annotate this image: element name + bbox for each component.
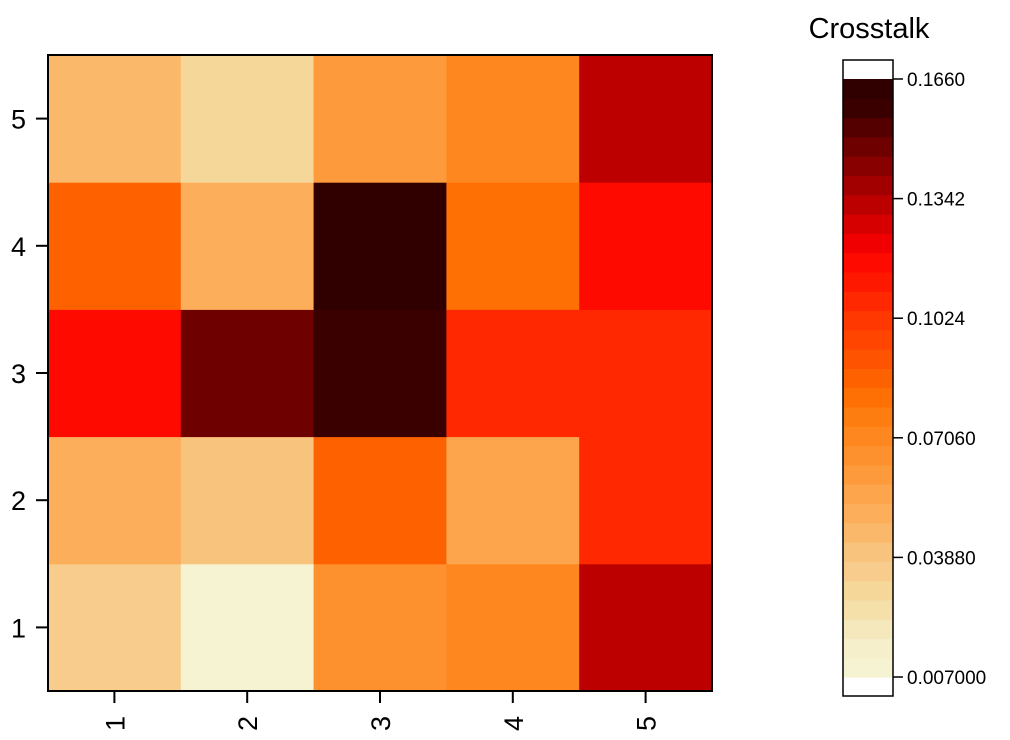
heatmap-cell xyxy=(313,563,447,692)
colorbar-swatch xyxy=(843,214,893,234)
colorbar-swatch xyxy=(843,291,893,312)
colorbar-swatch xyxy=(843,252,893,273)
colorbar-swatch xyxy=(843,194,893,215)
colorbar-tick-label: 0.007000 xyxy=(907,668,986,689)
heatmap-cell xyxy=(579,309,713,438)
colorbar-swatch xyxy=(843,310,893,331)
colorbar-swatch xyxy=(843,464,893,485)
x-tick-label: 1 xyxy=(100,716,130,731)
heatmap-cell xyxy=(446,55,580,183)
colorbar-swatches xyxy=(843,60,893,696)
heatmap-cell xyxy=(180,563,315,692)
heatmap-cell xyxy=(180,55,315,183)
heatmap-cell xyxy=(446,563,580,692)
colorbar-swatch xyxy=(843,349,893,369)
y-tick-label: 4 xyxy=(11,232,26,262)
colorbar-swatch xyxy=(843,522,893,543)
heatmap-cell xyxy=(446,309,580,438)
heatmap-cell xyxy=(48,563,182,692)
colorbar-swatch xyxy=(843,329,893,350)
colorbar: Crosstalk 0.1660 0.1342 0.1024 0.07060 0.038… xyxy=(809,13,986,697)
colorbar-swatch xyxy=(843,233,893,254)
y-tick-label: 3 xyxy=(11,359,26,389)
colorbar-swatch xyxy=(843,426,893,447)
colorbar-swatch xyxy=(843,503,893,524)
colorbar-swatch xyxy=(843,619,893,640)
x-tick-label: 2 xyxy=(233,716,263,731)
colorbar-swatch xyxy=(843,136,893,157)
colorbar-swatch xyxy=(843,406,893,427)
heatmap-cell xyxy=(579,55,713,183)
heatmap-cell xyxy=(313,309,447,438)
x-tick-label: 3 xyxy=(366,716,396,731)
colorbar-swatch xyxy=(843,117,893,138)
colorbar-swatch xyxy=(843,541,893,562)
colorbar-tick-label: 0.03880 xyxy=(907,548,976,569)
y-tick-label: 1 xyxy=(11,613,26,643)
colorbar-swatch xyxy=(843,638,893,659)
y-axis: 1 2 3 4 5 xyxy=(11,105,48,643)
colorbar-swatch xyxy=(843,368,893,389)
heatmap-cell xyxy=(180,182,315,310)
y-tick-label: 5 xyxy=(11,105,26,135)
heatmap-cell xyxy=(180,309,315,438)
colorbar-ticks: 0.1660 0.1342 0.1024 0.07060 0.03880 0.007000 xyxy=(893,70,986,689)
heatmap-cell xyxy=(48,309,182,438)
colorbar-swatch xyxy=(843,580,893,601)
colorbar-title: Crosstalk xyxy=(809,13,930,45)
x-tick-label: 5 xyxy=(632,716,662,731)
colorbar-frame xyxy=(842,59,894,697)
heatmap-cell xyxy=(313,182,447,310)
heatmap-cell xyxy=(48,55,182,183)
heatmap-cell xyxy=(48,436,182,565)
heatmap-cell xyxy=(180,436,315,565)
heatmap-cell xyxy=(579,436,713,565)
colorbar-swatch xyxy=(843,657,893,678)
heatmap-cell xyxy=(313,55,447,183)
colorbar-tick-label: 0.1660 xyxy=(907,70,965,91)
colorbar-swatch xyxy=(843,599,893,620)
colorbar-swatch xyxy=(843,561,893,582)
heatmap-cells xyxy=(48,55,713,692)
colorbar-swatch xyxy=(843,484,893,504)
heatmap-cell xyxy=(579,182,713,310)
colorbar-swatch xyxy=(843,98,893,119)
colorbar-tick-label: 0.1024 xyxy=(907,309,966,330)
heatmap-cell xyxy=(446,436,580,565)
colorbar-swatch xyxy=(843,445,893,466)
colorbar-swatch xyxy=(843,387,893,408)
colorbar-swatch xyxy=(843,156,893,177)
y-tick-label: 2 xyxy=(11,486,26,516)
x-tick-label: 4 xyxy=(499,716,529,731)
colorbar-swatch xyxy=(843,79,893,99)
colorbar-swatch xyxy=(843,175,893,196)
heatmap-cell xyxy=(48,182,182,310)
heatmap-cell xyxy=(313,436,447,565)
colorbar-tick-label: 0.07060 xyxy=(907,429,976,450)
heatmap-cell xyxy=(446,182,580,310)
colorbar-tick-label: 0.1342 xyxy=(907,190,965,211)
colorbar-swatch xyxy=(843,271,893,292)
heatmap-cell xyxy=(579,563,713,692)
x-axis: 1 2 3 4 5 xyxy=(100,691,662,731)
